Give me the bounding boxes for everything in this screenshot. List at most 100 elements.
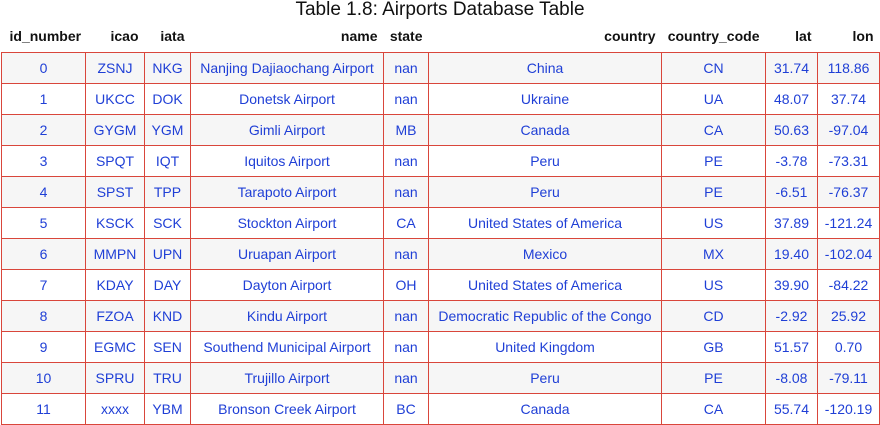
cell-lat: 50.63 bbox=[765, 114, 818, 146]
cell-icao: ZSNJ bbox=[85, 52, 145, 84]
cell-country-code: CA bbox=[661, 393, 766, 425]
cell-icao: SPRU bbox=[85, 362, 145, 394]
cell-state: nan bbox=[383, 238, 429, 270]
column-header-lon: lon bbox=[852, 28, 874, 44]
cell-icao: SPQT bbox=[85, 145, 145, 177]
cell-iata: TPP bbox=[144, 176, 191, 208]
cell-country: United Kingdom bbox=[428, 331, 662, 363]
cell-country-code: MX bbox=[661, 238, 766, 270]
column-header-icao: icao bbox=[110, 28, 139, 44]
table-row: 2 GYGM YGM Gimli Airport MB Canada CA 50.63 -97.… bbox=[1, 114, 880, 146]
table-row: 11 xxxx YBM Bronson Creek Airport BC Canada CA… bbox=[1, 393, 880, 425]
cell-lat: 19.40 bbox=[765, 238, 818, 270]
cell-lat: 51.57 bbox=[765, 331, 818, 363]
cell-country: Peru bbox=[428, 176, 662, 208]
table-body: 0 ZSNJ NKG Nanjing Dajiaochang Airport nan Ch… bbox=[1, 52, 880, 425]
cell-icao: KSCK bbox=[85, 207, 145, 239]
cell-state: nan bbox=[383, 52, 429, 84]
cell-country: Canada bbox=[428, 114, 662, 146]
cell-icao: xxxx bbox=[85, 393, 145, 425]
cell-icao: EGMC bbox=[85, 331, 145, 363]
cell-name: Gimli Airport bbox=[190, 114, 384, 146]
cell-iata: NKG bbox=[144, 52, 191, 84]
cell-country: Mexico bbox=[428, 238, 662, 270]
table-title: Table 1.8: Airports Database Table bbox=[295, 0, 585, 20]
table-row: 1 UKCC DOK Donetsk Airport nan Ukraine UA 48.07… bbox=[1, 83, 880, 115]
column-header-country-code: country_code bbox=[667, 28, 760, 44]
cell-iata: DAY bbox=[144, 269, 191, 301]
cell-lon: -97.04 bbox=[817, 114, 880, 146]
cell-country: Peru bbox=[428, 145, 662, 177]
cell-lat: 31.74 bbox=[765, 52, 818, 84]
cell-lon: -73.31 bbox=[817, 145, 880, 177]
cell-lon: -102.04 bbox=[817, 238, 880, 270]
cell-country: United States of America bbox=[428, 207, 662, 239]
cell-id-number: 3 bbox=[1, 145, 86, 177]
table-row: 9 EGMC SEN Southend Municipal Airport nan Uni… bbox=[1, 331, 880, 363]
cell-state: nan bbox=[383, 83, 429, 115]
cell-country-code: CD bbox=[661, 300, 766, 332]
cell-state: CA bbox=[383, 207, 429, 239]
cell-icao: KDAY bbox=[85, 269, 145, 301]
cell-lon: 118.86 bbox=[817, 52, 880, 84]
cell-state: nan bbox=[383, 176, 429, 208]
cell-lat: 37.89 bbox=[765, 207, 818, 239]
cell-lat: 39.90 bbox=[765, 269, 818, 301]
cell-iata: YGM bbox=[144, 114, 191, 146]
cell-iata: SCK bbox=[144, 207, 191, 239]
cell-icao: GYGM bbox=[85, 114, 145, 146]
cell-country: United States of America bbox=[428, 269, 662, 301]
cell-id-number: 2 bbox=[1, 114, 86, 146]
column-header-iata: iata bbox=[160, 28, 185, 44]
cell-country: Democratic Republic of the Congo bbox=[428, 300, 662, 332]
cell-lon: -84.22 bbox=[817, 269, 880, 301]
cell-name: Stockton Airport bbox=[190, 207, 384, 239]
cell-lat: 48.07 bbox=[765, 83, 818, 115]
cell-country: Ukraine bbox=[428, 83, 662, 115]
cell-state: nan bbox=[383, 300, 429, 332]
table-row: 5 KSCK SCK Stockton Airport CA United States … bbox=[1, 207, 880, 239]
cell-id-number: 9 bbox=[1, 331, 86, 363]
cell-country: Canada bbox=[428, 393, 662, 425]
cell-id-number: 7 bbox=[1, 269, 86, 301]
cell-name: Tarapoto Airport bbox=[190, 176, 384, 208]
table-row: 8 FZOA KND Kindu Airport nan Democratic Repub… bbox=[1, 300, 880, 332]
cell-id-number: 1 bbox=[1, 83, 86, 115]
cell-country-code: GB bbox=[661, 331, 766, 363]
table-row: 7 KDAY DAY Dayton Airport OH United States of… bbox=[1, 269, 880, 301]
cell-id-number: 11 bbox=[1, 393, 86, 425]
cell-country-code: US bbox=[661, 207, 766, 239]
cell-country-code: CN bbox=[661, 52, 766, 84]
cell-id-number: 0 bbox=[1, 52, 86, 84]
cell-id-number: 8 bbox=[1, 300, 86, 332]
column-header-name: name bbox=[340, 28, 378, 44]
column-header-country: country bbox=[604, 28, 656, 44]
airports-table: id_number icao iata name state country c… bbox=[1, 20, 880, 425]
cell-state: MB bbox=[383, 114, 429, 146]
cell-name: Trujillo Airport bbox=[190, 362, 384, 394]
cell-country: China bbox=[428, 52, 662, 84]
cell-country-code: CA bbox=[661, 114, 766, 146]
column-header-state: state bbox=[389, 28, 423, 44]
cell-name: Iquitos Airport bbox=[190, 145, 384, 177]
cell-lon: -76.37 bbox=[817, 176, 880, 208]
cell-lat: 55.74 bbox=[765, 393, 818, 425]
cell-country-code: PE bbox=[661, 145, 766, 177]
cell-name: Southend Municipal Airport bbox=[190, 331, 384, 363]
cell-lon: -120.19 bbox=[817, 393, 880, 425]
cell-iata: DOK bbox=[144, 83, 191, 115]
cell-state: OH bbox=[383, 269, 429, 301]
cell-lon: 25.92 bbox=[817, 300, 880, 332]
table-row: 0 ZSNJ NKG Nanjing Dajiaochang Airport nan Ch… bbox=[1, 52, 880, 84]
cell-iata: YBM bbox=[144, 393, 191, 425]
table-row: 4 SPST TPP Tarapoto Airport nan Peru PE -6.51 -7… bbox=[1, 176, 880, 208]
cell-id-number: 10 bbox=[1, 362, 86, 394]
cell-id-number: 6 bbox=[1, 238, 86, 270]
cell-name: Nanjing Dajiaochang Airport bbox=[190, 52, 384, 84]
cell-lon: 0.70 bbox=[817, 331, 880, 363]
column-header-id-number: id_number bbox=[9, 28, 82, 44]
cell-iata: SEN bbox=[144, 331, 191, 363]
cell-country-code: PE bbox=[661, 362, 766, 394]
cell-lat: -6.51 bbox=[765, 176, 818, 208]
cell-state: nan bbox=[383, 362, 429, 394]
